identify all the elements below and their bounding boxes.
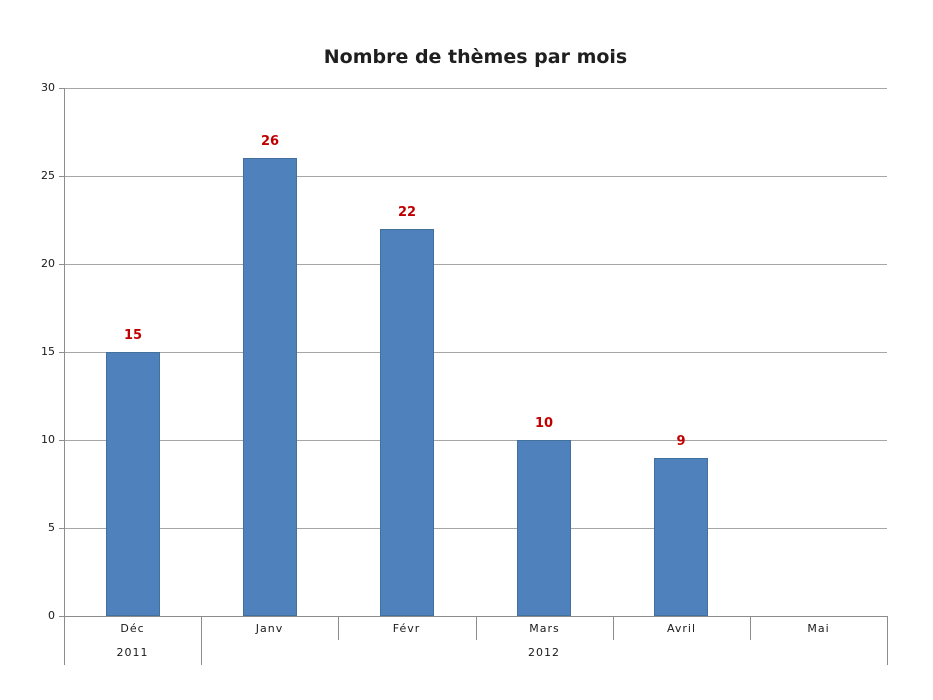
year-group-divider xyxy=(887,616,888,665)
bar-data-label: 22 xyxy=(397,205,417,220)
gridline xyxy=(64,352,887,353)
gridline xyxy=(64,528,887,529)
y-axis-tick xyxy=(59,176,64,177)
bar xyxy=(380,229,434,616)
year-group-divider xyxy=(64,616,65,665)
year-group-label: 2012 xyxy=(528,646,560,659)
y-axis-tick xyxy=(59,616,64,617)
y-axis-tick-label: 15 xyxy=(41,345,55,358)
y-axis-tick-label: 30 xyxy=(41,81,55,94)
x-axis-line xyxy=(64,616,887,617)
y-axis-tick xyxy=(59,352,64,353)
category-divider xyxy=(750,616,751,640)
category-divider xyxy=(338,616,339,640)
bar xyxy=(517,440,571,616)
year-group-label: 2011 xyxy=(116,646,149,659)
y-axis-line xyxy=(64,88,65,665)
y-axis-tick xyxy=(59,264,64,265)
bar-data-label: 26 xyxy=(260,134,280,149)
gridline xyxy=(64,176,887,177)
y-axis-tick-label: 25 xyxy=(41,169,55,182)
bar-data-label: 9 xyxy=(676,434,686,449)
year-group-divider xyxy=(201,616,202,665)
gridline xyxy=(64,264,887,265)
y-axis-tick-label: 20 xyxy=(41,257,55,270)
category-divider xyxy=(476,616,477,640)
y-axis-tick-label: 10 xyxy=(41,433,55,446)
y-axis-tick xyxy=(59,440,64,441)
x-axis-category-label: Mai xyxy=(807,622,830,635)
y-axis-tick xyxy=(59,88,64,89)
y-axis-tick-label: 5 xyxy=(48,521,55,534)
x-axis-category-label: Janv xyxy=(255,622,284,635)
gridline xyxy=(64,88,887,89)
chart-title: Nombre de thèmes par mois xyxy=(323,46,628,68)
gridline xyxy=(64,440,887,441)
bar xyxy=(243,158,297,616)
x-axis-category-label: Avril xyxy=(666,622,697,635)
x-axis-category-label: Mars xyxy=(529,622,560,635)
bar-data-label: 15 xyxy=(123,328,143,343)
category-divider xyxy=(613,616,614,640)
y-axis-tick-label: 0 xyxy=(48,609,55,622)
bar xyxy=(106,352,160,616)
y-axis-tick xyxy=(59,528,64,529)
x-axis-category-label: Févr xyxy=(392,622,421,635)
x-axis-category-label: Déc xyxy=(120,622,145,635)
bar-data-label: 10 xyxy=(534,416,554,431)
bar xyxy=(654,458,708,616)
